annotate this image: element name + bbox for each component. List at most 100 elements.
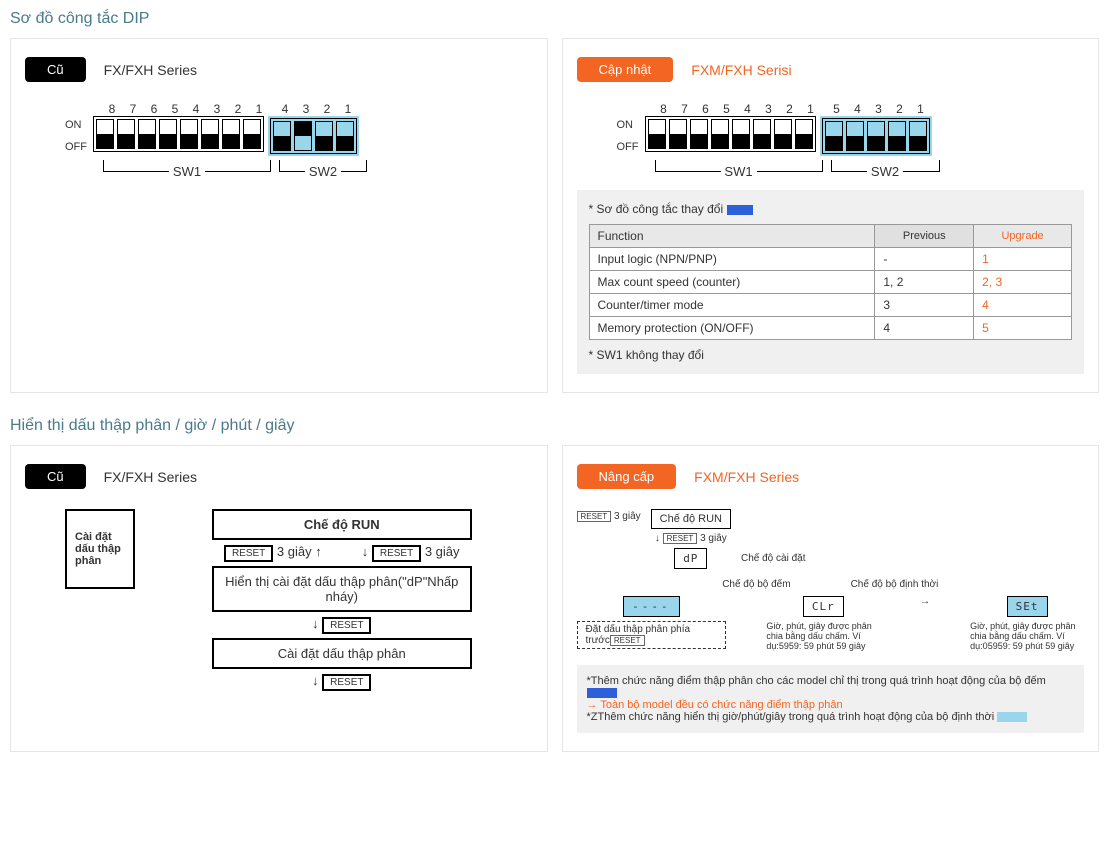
footer1b: → Toàn bộ model đều có chức năng điểm th… bbox=[587, 699, 1075, 711]
table-header: Upgrade bbox=[974, 225, 1072, 248]
dip-num: 5 bbox=[828, 102, 846, 116]
dip-switch bbox=[96, 119, 114, 149]
dip-switch bbox=[336, 121, 354, 151]
dip-num: 2 bbox=[229, 102, 247, 116]
sw1-label-new: SW1 bbox=[720, 164, 756, 179]
dip-num: 4 bbox=[739, 102, 757, 116]
bottom-box: Cài đặt dấu thập phân bbox=[212, 638, 472, 669]
table-cell: Max count speed (counter) bbox=[589, 271, 875, 294]
dip-num: 4 bbox=[276, 102, 294, 116]
set-desc: Giờ, phút, giây được phân chia bằng dấu … bbox=[970, 621, 1084, 651]
dip-switch bbox=[294, 121, 312, 151]
reset-time: 3 giây bbox=[425, 544, 460, 559]
dip-num: 3 bbox=[208, 102, 226, 116]
dip-num: 1 bbox=[912, 102, 930, 116]
table-row: Input logic (NPN/PNP)-1 bbox=[589, 248, 1072, 271]
reset-time-new: 3 giây bbox=[614, 511, 641, 522]
dip-num: 6 bbox=[697, 102, 715, 116]
run-mode-new: Chế độ RUN bbox=[651, 509, 731, 529]
blue-chip-icon bbox=[587, 688, 617, 698]
clr-desc: Giờ, phút, giây được phân chia bằng dấu … bbox=[766, 621, 880, 651]
section1-title: Sơ đồ công tắc DIP bbox=[10, 10, 1099, 28]
table-row: Max count speed (counter)1, 22, 3 bbox=[589, 271, 1072, 294]
reset-small: RESET bbox=[577, 511, 612, 522]
footer2: *ZThêm chức năng hiển thị giờ/phút/giây … bbox=[587, 711, 995, 723]
reset-btn: RESET bbox=[322, 674, 371, 691]
sw1-old bbox=[93, 116, 264, 152]
counter-mode-label: Chế độ bộ đếm bbox=[722, 579, 790, 590]
off-label-new: OFF bbox=[617, 141, 639, 153]
timer-mode-label: Chế độ bộ định thời bbox=[851, 579, 939, 590]
table-cell: 5 bbox=[974, 317, 1072, 340]
off-label: OFF bbox=[65, 141, 87, 153]
dip-switch bbox=[117, 119, 135, 149]
set-box: SEt bbox=[1007, 596, 1048, 617]
table-header: Function bbox=[589, 225, 875, 248]
dip-num: 3 bbox=[297, 102, 315, 116]
dip-num: 1 bbox=[250, 102, 268, 116]
table-cell: 1 bbox=[974, 248, 1072, 271]
dip-switch bbox=[795, 119, 813, 149]
flow-old-diagram: Cài đặt dấu thập phân Chế độ RUN RESET 3… bbox=[65, 509, 533, 691]
on-label-new: ON bbox=[617, 119, 639, 131]
dip-switch bbox=[315, 121, 333, 151]
dip-num: 7 bbox=[676, 102, 694, 116]
reset-small: RESET bbox=[663, 533, 698, 544]
dip-num: 3 bbox=[870, 102, 888, 116]
table-cell: 4 bbox=[974, 294, 1072, 317]
side-box: Cài đặt dấu thập phân bbox=[65, 509, 135, 589]
badge-new2: Nâng cấp bbox=[577, 464, 677, 489]
on-label: ON bbox=[65, 119, 87, 131]
dip-switch bbox=[669, 119, 687, 149]
dip-switch bbox=[867, 121, 885, 151]
table-cell: - bbox=[875, 248, 974, 271]
table-cell: 4 bbox=[875, 317, 974, 340]
dip-switch bbox=[273, 121, 291, 151]
dp-box: dP bbox=[674, 548, 707, 569]
section2-title: Hiển thị dấu thập phân / giờ / phút / gi… bbox=[10, 417, 1099, 435]
reset-btn: RESET bbox=[224, 545, 273, 562]
table-row: Memory protection (ON/OFF)45 bbox=[589, 317, 1072, 340]
dip-num: 3 bbox=[760, 102, 778, 116]
dip-switch bbox=[846, 121, 864, 151]
dip-switch bbox=[159, 119, 177, 149]
dip-switch bbox=[243, 119, 261, 149]
dip-num: 2 bbox=[891, 102, 909, 116]
table-cell: Memory protection (ON/OFF) bbox=[589, 317, 875, 340]
sw1-new bbox=[645, 116, 816, 152]
table-cell: 1, 2 bbox=[875, 271, 974, 294]
dip-num: 8 bbox=[103, 102, 121, 116]
panel-new-flow: Nâng cấp FXM/FXH Series RESET 3 giây Chế… bbox=[562, 445, 1100, 752]
table-cell: Counter/timer mode bbox=[589, 294, 875, 317]
series-old: FX/FXH Series bbox=[104, 62, 197, 78]
sw2-label-new: SW2 bbox=[867, 164, 903, 179]
series-new2: FXM/FXH Series bbox=[694, 469, 799, 485]
table-header: Previous bbox=[875, 225, 974, 248]
sw2-new bbox=[822, 118, 930, 154]
badge-old2: Cũ bbox=[25, 464, 86, 489]
dip-switch bbox=[774, 119, 792, 149]
function-table: FunctionPreviousUpgrade Input logic (NPN… bbox=[589, 224, 1073, 340]
dip-num: 2 bbox=[781, 102, 799, 116]
dip-switch bbox=[753, 119, 771, 149]
dip-num: 2 bbox=[318, 102, 336, 116]
dip-switch bbox=[180, 119, 198, 149]
dp-front: Đặt dấu thập phân phía trướcRESET bbox=[577, 621, 727, 649]
footer-notes: *Thêm chức năng điểm thập phân cho các m… bbox=[577, 665, 1085, 733]
dip-num: 5 bbox=[718, 102, 736, 116]
badge-new: Cập nhật bbox=[577, 57, 674, 82]
dip-switch bbox=[909, 121, 927, 151]
table-cell: Input logic (NPN/PNP) bbox=[589, 248, 875, 271]
dip-num: 8 bbox=[655, 102, 673, 116]
series-new: FXM/FXH Serisi bbox=[691, 62, 791, 78]
panel-old-flow: Cũ FX/FXH Series Cài đặt dấu thập phân C… bbox=[10, 445, 548, 752]
sw1-label-old: SW1 bbox=[169, 164, 205, 179]
dip-num: 5 bbox=[166, 102, 184, 116]
dip-old: 87654321 4321 ON OFF SW1 SW2 bbox=[65, 102, 533, 172]
dip-num: 4 bbox=[187, 102, 205, 116]
table-cell: 2, 3 bbox=[974, 271, 1072, 294]
reset-time: 3 giây bbox=[277, 544, 312, 559]
dip-switch bbox=[825, 121, 843, 151]
series-old2: FX/FXH Series bbox=[104, 469, 197, 485]
blue-chip-icon bbox=[727, 205, 753, 215]
